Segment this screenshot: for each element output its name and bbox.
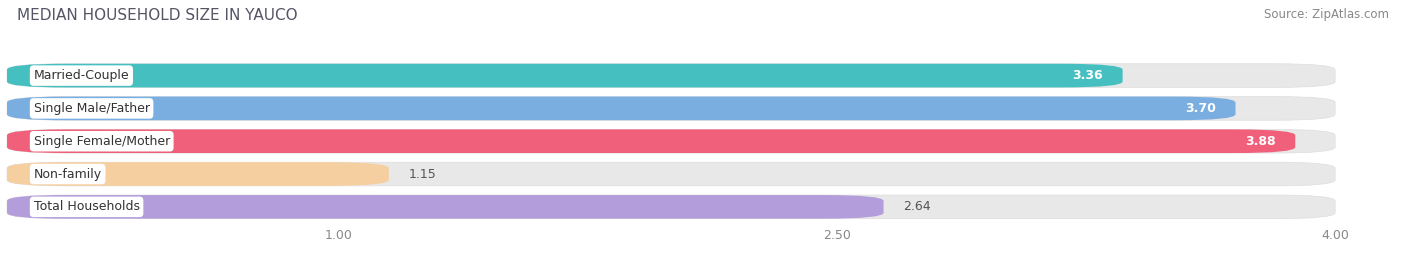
- FancyBboxPatch shape: [7, 64, 1336, 87]
- FancyBboxPatch shape: [7, 97, 1336, 120]
- FancyBboxPatch shape: [7, 162, 1336, 186]
- FancyBboxPatch shape: [7, 64, 1122, 87]
- Text: 3.70: 3.70: [1185, 102, 1216, 115]
- FancyBboxPatch shape: [7, 195, 883, 219]
- FancyBboxPatch shape: [7, 97, 1236, 120]
- Text: 2.64: 2.64: [904, 200, 931, 213]
- Text: Single Male/Father: Single Male/Father: [34, 102, 149, 115]
- Text: MEDIAN HOUSEHOLD SIZE IN YAUCO: MEDIAN HOUSEHOLD SIZE IN YAUCO: [17, 8, 298, 23]
- FancyBboxPatch shape: [7, 129, 1295, 153]
- Text: Non-family: Non-family: [34, 168, 101, 180]
- Text: 3.36: 3.36: [1071, 69, 1102, 82]
- Text: Total Households: Total Households: [34, 200, 139, 213]
- Text: Source: ZipAtlas.com: Source: ZipAtlas.com: [1264, 8, 1389, 21]
- FancyBboxPatch shape: [7, 129, 1336, 153]
- FancyBboxPatch shape: [7, 195, 1336, 219]
- Text: 1.15: 1.15: [409, 168, 436, 180]
- Text: Married-Couple: Married-Couple: [34, 69, 129, 82]
- Text: Single Female/Mother: Single Female/Mother: [34, 135, 170, 148]
- Text: 3.88: 3.88: [1244, 135, 1275, 148]
- FancyBboxPatch shape: [7, 162, 389, 186]
